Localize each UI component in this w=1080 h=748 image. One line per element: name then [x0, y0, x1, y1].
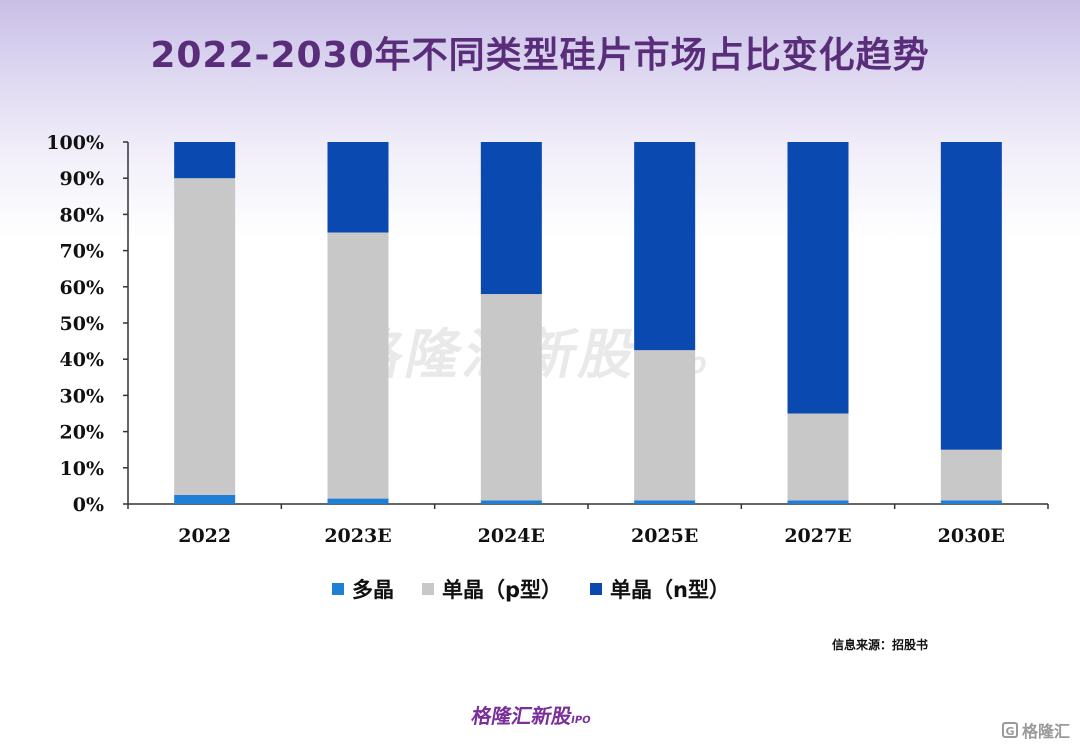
y-tick-labels: 0% 10% 20% 30% 40% 50% 60% 70% 80% 90% 100%: [46, 132, 104, 516]
bar-2027E-series-0: [787, 500, 849, 504]
x-tick-label: 2025E: [631, 525, 698, 547]
bar-2023E-series-1: [327, 232, 389, 499]
legend-swatch-mono-p: [422, 583, 434, 595]
y-tick-label: 50%: [60, 313, 105, 335]
y-tick-label: 90%: [60, 168, 105, 190]
y-tick-label: 30%: [60, 385, 105, 407]
legend-item-polycrystalline: 多晶: [332, 574, 394, 604]
brand-ipo: IPO: [569, 715, 592, 726]
y-tick-label: 10%: [60, 458, 105, 480]
axis-ticks: [123, 141, 1049, 509]
x-tick-label: 2027E: [784, 525, 851, 547]
bar-2023E-series-2: [327, 142, 389, 233]
chart-title: 2022-2030年不同类型硅片市场占比变化趋势: [150, 35, 930, 76]
stacked-bar-chart: 0%10%20%30%40%50%60%70%80%90%100% 2022 20…: [46, 132, 1049, 547]
bar-2024E-series-1: [480, 294, 542, 501]
legend-label-polycrystalline: 多晶: [352, 578, 394, 602]
corner-logo-text: 格隆汇: [1022, 722, 1071, 741]
y-tick-label: 70%: [60, 241, 105, 263]
y-tick-label: 100%: [46, 132, 104, 154]
bar-2025E-series-1: [634, 350, 696, 501]
bar-2025E-series-0: [634, 500, 696, 504]
bar-2022-series-0: [174, 494, 236, 504]
legend-item-mono-n: 单晶（n型）: [590, 574, 730, 604]
x-tick-label: 2030E: [938, 525, 1005, 547]
bar-2022-series-2: [174, 142, 236, 179]
legend: 多晶 单晶（p型） 单晶（n型）: [332, 574, 730, 604]
bar-2025E-series-2: [634, 142, 696, 351]
corner-logo: G 格隆汇: [1002, 718, 1070, 742]
y-tick-label: 20%: [60, 422, 105, 444]
x-tick-label: 2022: [178, 525, 231, 547]
legend-swatch-polycrystalline: [332, 583, 344, 595]
y-tick-label: 80%: [60, 204, 105, 226]
legend-item-mono-p: 单晶（p型）: [422, 574, 562, 604]
legend-swatch-mono-n: [590, 583, 603, 595]
x-tick-label: 2023E: [324, 525, 391, 547]
g-logo-icon: G: [1002, 722, 1018, 738]
bar-2024E-series-0: [480, 500, 542, 504]
y-tick-label: 60%: [60, 277, 105, 299]
x-tick-label: 2024E: [478, 525, 545, 547]
y-tick-label: 0%: [73, 494, 104, 516]
bar-2024E-series-2: [480, 142, 542, 295]
bar-2030E-series-2: [940, 142, 1002, 450]
brand-logo: 格隆汇新股IPO: [469, 700, 594, 729]
bars: [174, 142, 1002, 504]
y-tick-label: 40%: [60, 349, 105, 371]
bar-2027E-series-2: [787, 142, 849, 414]
legend-label-mono-n: 单晶（n型）: [610, 578, 730, 602]
legend-label-mono-p: 单晶（p型）: [442, 578, 563, 602]
bar-2022-series-1: [174, 178, 236, 495]
bar-2023E-series-0: [327, 498, 389, 504]
bar-2030E-series-1: [940, 449, 1002, 501]
bar-2030E-series-0: [940, 500, 1002, 504]
bar-2027E-series-1: [787, 413, 849, 501]
source-note: 信息来源：招股书: [832, 638, 929, 652]
x-tick-labels: 2022 2023E 2024E 2025E 2027E 2030E: [178, 525, 1005, 547]
brand-text: 格隆汇新股: [469, 704, 574, 728]
